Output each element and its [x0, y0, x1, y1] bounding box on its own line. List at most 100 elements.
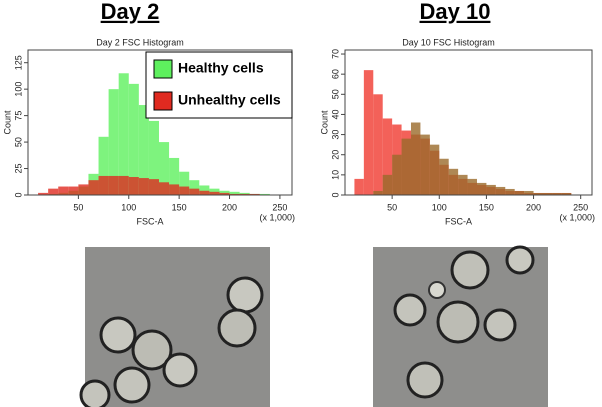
x-tick-label: 50 — [387, 202, 397, 212]
y-tick-label: 10 — [330, 170, 340, 180]
x-tick-label: 200 — [222, 202, 237, 212]
histogram-bar — [458, 174, 468, 195]
histogram-bar — [98, 175, 109, 195]
histogram-bar — [486, 184, 496, 195]
x-tick-label: 100 — [432, 202, 447, 212]
x-axis-label: FSC-A — [137, 216, 164, 226]
histogram-bar — [382, 118, 393, 195]
histogram-bar — [476, 182, 487, 195]
histogram-bar — [410, 122, 421, 195]
y-tick-label: 50 — [13, 137, 23, 147]
histogram-bar — [38, 192, 49, 195]
x-tick-label: 150 — [479, 202, 494, 212]
y-axis-label: Count — [2, 110, 12, 135]
histogram-bar — [259, 193, 270, 195]
histogram-bar — [505, 188, 515, 195]
x-axis-label: FSC-A — [445, 216, 472, 226]
histogram-bar — [158, 142, 170, 195]
y-tick-label: 60 — [330, 69, 340, 79]
x-tick-label: 250 — [272, 202, 287, 212]
histogram-bar — [495, 186, 506, 195]
histogram-bar — [420, 134, 430, 195]
histogram-bar — [58, 186, 69, 195]
histogram-bar — [448, 168, 459, 195]
histogram-bar — [179, 171, 190, 195]
histogram-bar — [524, 190, 534, 195]
histogram-bar — [98, 136, 109, 195]
legend-label: Healthy cells — [178, 60, 264, 76]
y-tick-label: 25 — [13, 164, 23, 174]
histogram-bar — [542, 192, 553, 195]
x-tick-label: 200 — [526, 202, 541, 212]
histogram-bar — [108, 89, 119, 195]
legend-swatch — [153, 59, 173, 79]
plot-frame — [344, 49, 593, 196]
histogram-bar — [128, 177, 139, 195]
legend-label: Unhealthy cells — [178, 92, 281, 108]
histogram-bar — [78, 184, 89, 195]
histogram-bar — [467, 178, 477, 195]
histogram-bar — [382, 174, 393, 195]
histogram-bar — [148, 179, 159, 195]
histogram-bar — [239, 193, 250, 195]
histogram-bar — [169, 157, 180, 195]
y-tick-label: 30 — [330, 130, 340, 140]
y-axis-label: Count — [319, 110, 329, 135]
histogram-bar — [401, 138, 411, 195]
histogram-bar — [189, 188, 200, 195]
chart-title: Day 10 FSC Histogram — [402, 37, 495, 47]
x-tick-label: 150 — [172, 202, 187, 212]
histogram-bar — [354, 178, 364, 195]
x-unit-note: (x 1,000) — [259, 212, 295, 222]
histogram-bar — [48, 188, 59, 195]
histogram-bar — [118, 175, 129, 195]
histogram-bar — [209, 191, 220, 195]
histogram-bar — [68, 186, 79, 195]
x-unit-note: (x 1,000) — [559, 212, 595, 222]
y-tick-label: 100 — [13, 82, 23, 97]
panel-heading: Day 2 — [101, 0, 160, 24]
cell-image — [79, 247, 270, 407]
legend-swatch — [153, 91, 173, 111]
x-tick-label: 100 — [121, 202, 136, 212]
histogram-bar — [373, 94, 383, 195]
histogram-bar — [552, 192, 562, 195]
histogram-bar — [514, 190, 525, 195]
y-tick-label: 70 — [330, 49, 340, 59]
histogram-bar — [128, 83, 139, 195]
histogram-bar — [179, 186, 190, 195]
histogram-bar — [199, 190, 210, 195]
histogram-bar — [533, 192, 543, 195]
histogram-bar — [108, 175, 119, 195]
histogram-bar — [561, 192, 572, 195]
histogram-bar — [219, 192, 230, 195]
histogram-bar — [88, 180, 99, 195]
y-tick-label: 75 — [13, 111, 23, 121]
histogram-bar — [138, 178, 149, 195]
histogram-bar — [373, 190, 383, 195]
histogram-bar — [158, 182, 170, 195]
y-tick-label: 50 — [330, 89, 340, 99]
histogram-bar — [363, 70, 374, 195]
y-tick-label: 0 — [330, 192, 340, 197]
chart-title: Day 2 FSC Histogram — [96, 37, 184, 47]
plot-frame — [27, 49, 293, 196]
x-tick-label: 250 — [573, 202, 588, 212]
histogram-bar — [189, 180, 200, 195]
cell-image — [373, 245, 548, 407]
histogram-bar — [439, 158, 449, 195]
histogram-bar — [229, 193, 240, 195]
histogram-bar — [118, 73, 129, 195]
panel-heading: Day 10 — [420, 0, 491, 24]
y-tick-label: 20 — [330, 150, 340, 160]
histogram-bar — [138, 105, 149, 195]
histogram-bar — [169, 184, 180, 195]
x-tick-label: 50 — [73, 202, 83, 212]
y-tick-label: 125 — [13, 55, 23, 70]
histogram-bar — [199, 185, 210, 195]
histogram-bar — [429, 144, 440, 195]
histogram-bar — [148, 120, 159, 195]
histogram-bar — [249, 193, 260, 195]
